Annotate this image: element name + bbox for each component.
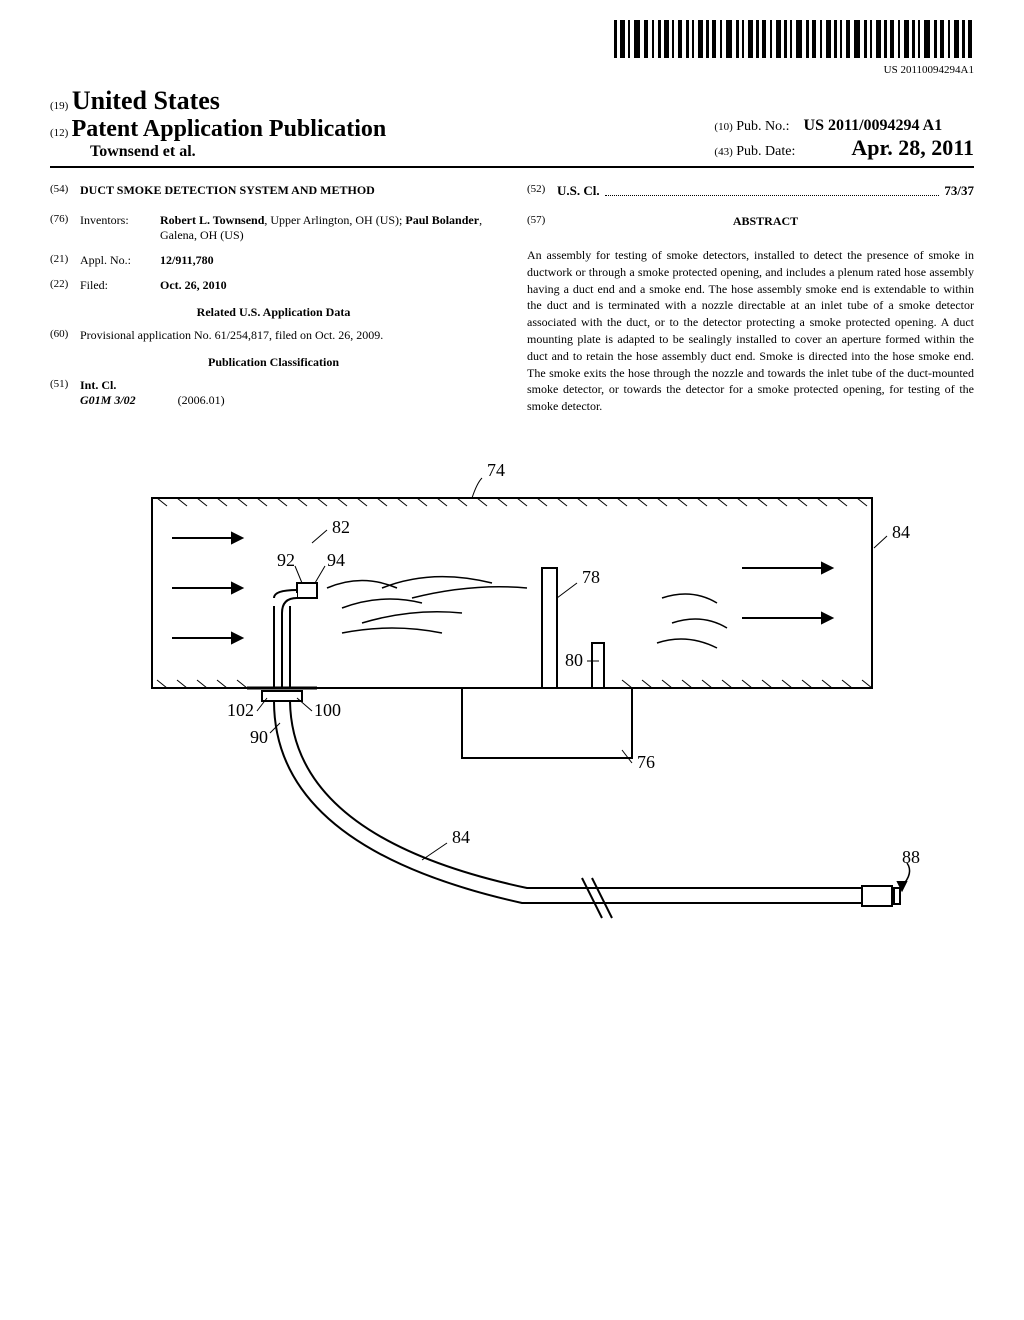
pubno-value: US 2011/0094294 A1 [804, 117, 943, 134]
pubno-line: (10) Pub. No.: US 2011/0094294 A1 [714, 117, 974, 135]
filed-value: Oct. 26, 2010 [160, 278, 497, 293]
intcl-num: (51) [50, 378, 80, 408]
intcl-row: (51) Int. Cl. G01M 3/02 (2006.01) [50, 378, 497, 408]
figure-container: 74 82 84 92 94 78 80 102 100 90 76 84 88 [50, 448, 974, 972]
country-line: (19) United States [50, 86, 974, 116]
inventor1-loc: , Upper Arlington, OH (US); [264, 213, 405, 227]
patent-figure: 74 82 84 92 94 78 80 102 100 90 76 84 88 [102, 448, 922, 968]
inventor2-name: Paul Bolander [405, 213, 479, 227]
intcl-year: (2006.01) [178, 393, 225, 407]
country-num: (19) [50, 100, 68, 112]
fig-label-90: 90 [250, 727, 268, 747]
right-column: (52) U.S. Cl. 73/37 (57) ABSTRACT An ass… [527, 183, 974, 418]
applno-num: (21) [50, 253, 80, 268]
uscl-row: (52) U.S. Cl. 73/37 [527, 183, 974, 199]
barcode-svg [614, 20, 974, 58]
pub-row: (12) Patent Application Publication Town… [50, 116, 974, 161]
related-row: (60) Provisional application No. 61/254,… [50, 328, 497, 343]
inventors-label: Inventors: [80, 213, 160, 243]
abstract-heading-wrap: ABSTRACT [557, 214, 974, 237]
filed-row: (22) Filed: Oct. 26, 2010 [50, 278, 497, 293]
abstract-num: (57) [527, 214, 557, 237]
pub-left: (12) Patent Application Publication Town… [50, 116, 714, 161]
intcl-code: G01M 3/02 [80, 393, 136, 407]
pubdate-line: (43) Pub. Date: Apr. 28, 2011 [714, 135, 974, 161]
intcl-content: Int. Cl. G01M 3/02 (2006.01) [80, 378, 497, 408]
title-text: DUCT SMOKE DETECTION SYSTEM AND METHOD [80, 183, 497, 198]
applno-label: Appl. No.: [80, 253, 160, 268]
fig-label-102: 102 [227, 700, 254, 720]
pubno-label: Pub. No.: [736, 119, 789, 134]
fig-label-88: 88 [902, 847, 920, 867]
pub-num: (12) [50, 127, 68, 139]
pubdate-num: (43) [714, 146, 732, 158]
title-num: (54) [50, 183, 80, 198]
pubdate-value: Apr. 28, 2011 [851, 135, 974, 160]
applno-row: (21) Appl. No.: 12/911,780 [50, 253, 497, 268]
abstract-text: An assembly for testing of smoke detecto… [527, 247, 974, 415]
barcode-image [614, 20, 974, 62]
intcl-label: Int. Cl. [80, 378, 116, 392]
pub-title: Patent Application Publication [72, 116, 387, 142]
barcode-section: US 20110094294A1 [50, 20, 974, 76]
abstract-heading: ABSTRACT [557, 214, 974, 229]
inventors-num: (76) [50, 213, 80, 243]
filed-label: Filed: [80, 278, 160, 293]
two-column-layout: (54) DUCT SMOKE DETECTION SYSTEM AND MET… [50, 183, 974, 418]
header-section: (19) United States (12) Patent Applicati… [50, 86, 974, 161]
divider [50, 166, 974, 168]
title-row: (54) DUCT SMOKE DETECTION SYSTEM AND MET… [50, 183, 497, 198]
barcode-text: US 20110094294A1 [50, 64, 974, 76]
uscl-num: (52) [527, 183, 557, 199]
pubdate-label: Pub. Date: [736, 144, 795, 159]
left-column: (54) DUCT SMOKE DETECTION SYSTEM AND MET… [50, 183, 497, 418]
fig-label-84-top: 84 [892, 522, 910, 542]
related-num: (60) [50, 328, 80, 343]
fig-label-78: 78 [582, 567, 600, 587]
abstract-header-row: (57) ABSTRACT [527, 214, 974, 237]
uscl-label: U.S. Cl. [557, 183, 600, 199]
country-name: United States [72, 86, 220, 115]
fig-label-80: 80 [565, 650, 583, 670]
related-heading: Related U.S. Application Data [50, 305, 497, 320]
filed-num: (22) [50, 278, 80, 293]
fig-label-84-bottom: 84 [452, 827, 470, 847]
inventor1-name: Robert L. Townsend [160, 213, 264, 227]
fig-label-92: 92 [277, 550, 295, 570]
fig-label-100: 100 [314, 700, 341, 720]
pubno-num: (10) [714, 121, 732, 133]
fig-label-94: 94 [327, 550, 345, 570]
applno-value: 12/911,780 [160, 253, 497, 268]
uscl-dots [605, 183, 940, 196]
fig-label-76: 76 [637, 752, 655, 772]
author-line: Townsend et al. [90, 143, 714, 161]
pub-title-line: (12) Patent Application Publication [50, 116, 714, 143]
fig-label-82: 82 [332, 517, 350, 537]
related-text: Provisional application No. 61/254,817, … [80, 328, 497, 343]
pub-right: (10) Pub. No.: US 2011/0094294 A1 (43) P… [714, 117, 974, 161]
fig-label-74: 74 [487, 460, 505, 480]
inventors-row: (76) Inventors: Robert L. Townsend, Uppe… [50, 213, 497, 243]
uscl-value: 73/37 [944, 183, 974, 199]
classification-heading: Publication Classification [50, 355, 497, 370]
inventors-content: Robert L. Townsend, Upper Arlington, OH … [160, 213, 497, 243]
